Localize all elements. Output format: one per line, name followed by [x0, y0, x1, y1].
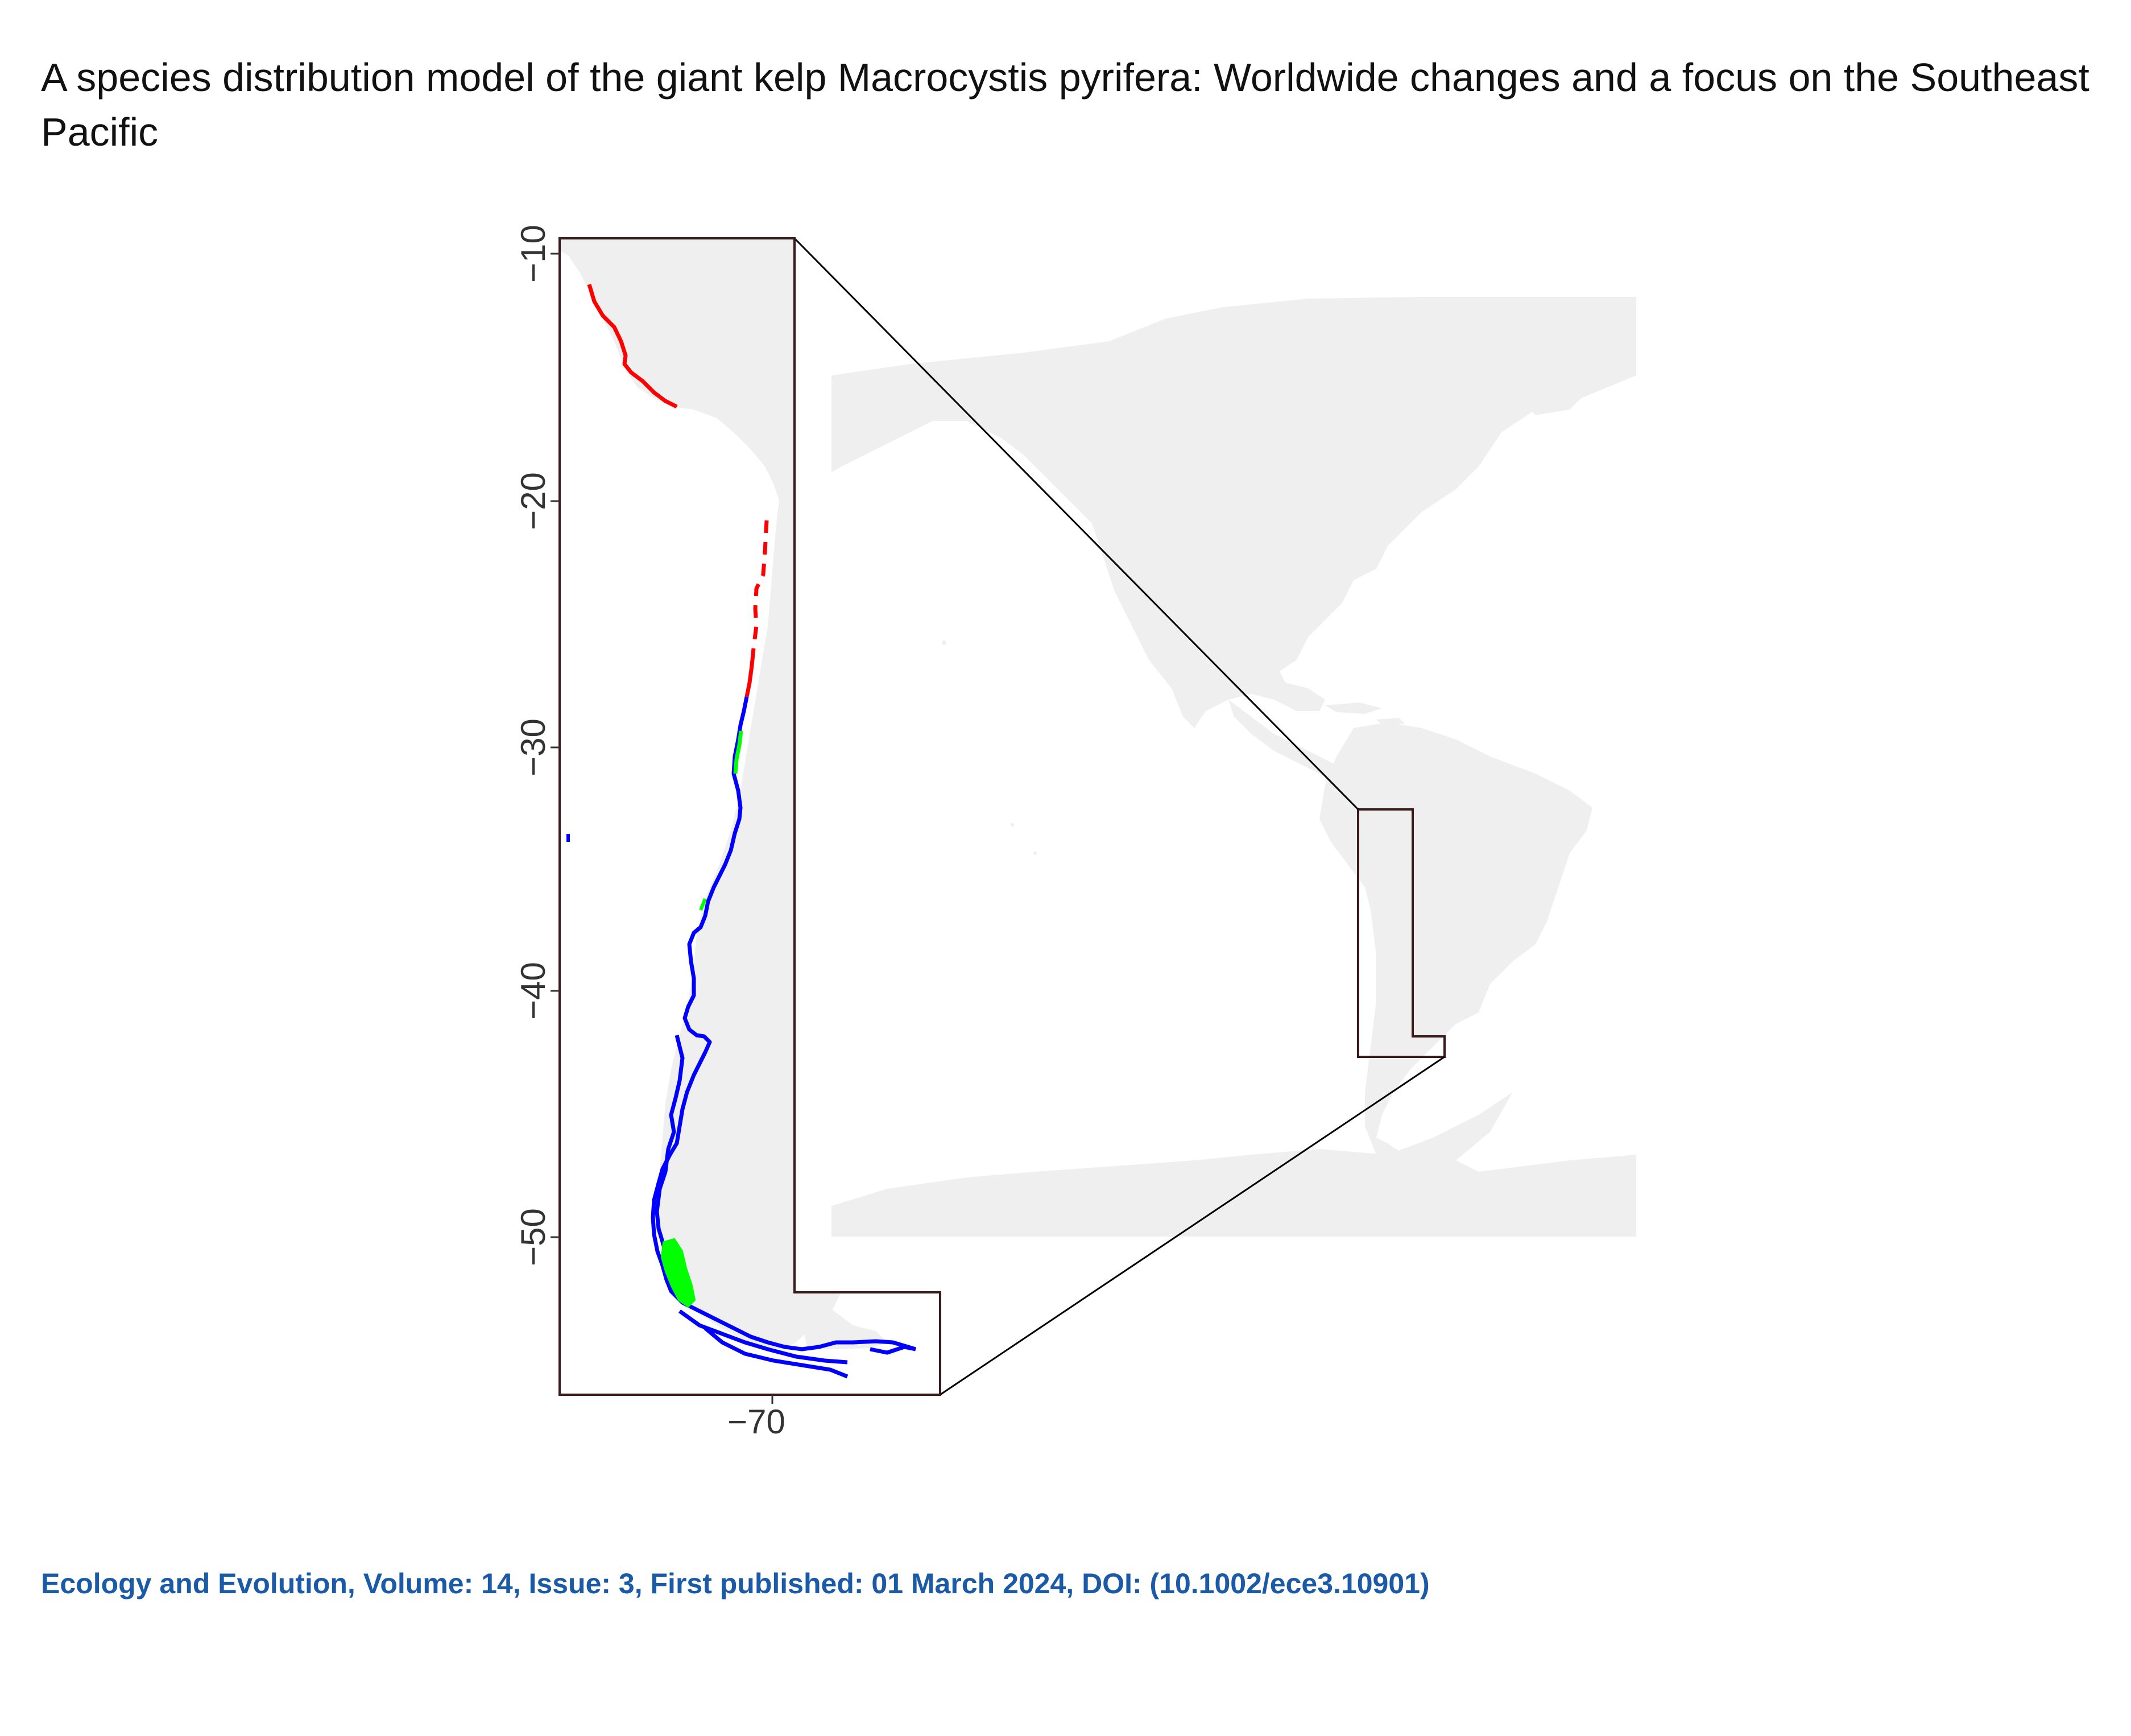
y-tick-label: −20: [514, 472, 552, 530]
kelp-segment-red: [751, 520, 769, 649]
tierra-del-fuego-land: [795, 1291, 887, 1349]
connector-line-bottom: [940, 1056, 1445, 1396]
pacific-island: [1011, 823, 1014, 826]
pacific-island: [942, 640, 946, 645]
world-map-region-box: [1357, 808, 1446, 1058]
world-map: [831, 297, 1636, 1237]
kelp-segment-green: [660, 1238, 696, 1308]
caribbean-islands: [1325, 702, 1405, 725]
connector-line-top: [793, 237, 1359, 811]
kelp-segment-blue: [651, 696, 917, 1351]
citation-text: Ecology and Evolution, Volume: 14, Issue…: [41, 1568, 1430, 1599]
kelp-segment-green: [733, 730, 743, 774]
antarctica-landmass: [831, 1092, 1636, 1237]
kelp-segment-blue: [870, 1345, 916, 1355]
page-title: A species distribution model of the gian…: [41, 55, 2089, 154]
y-tick-label: −10: [514, 225, 552, 283]
north-america-landmass: [831, 297, 1636, 728]
pacific-island: [1033, 852, 1037, 855]
kelp-segment-green: [699, 898, 707, 911]
x-tick-label: −70: [727, 1403, 785, 1441]
y-axis: −10 −20 −30 −40 −50: [514, 225, 560, 1266]
greenland-landmass: [1479, 297, 1636, 415]
zoomed-panel: −10 −20 −30 −40 −50 −70: [514, 225, 941, 1441]
kelp-segment-red: [744, 648, 756, 697]
zoom-land: [560, 238, 842, 1349]
kelp-segment-blue: [704, 1326, 849, 1379]
y-tick-label: −30: [514, 718, 552, 776]
kelp-segment-red: [587, 283, 678, 409]
y-tick-label: −40: [514, 962, 552, 1020]
y-tick-label: −50: [514, 1208, 552, 1266]
x-axis: −70: [727, 1395, 785, 1441]
south-america-landmass: [1319, 722, 1592, 1160]
zoom-panel-frame: [558, 237, 941, 1396]
kelp-segment-blue: [678, 1309, 848, 1365]
